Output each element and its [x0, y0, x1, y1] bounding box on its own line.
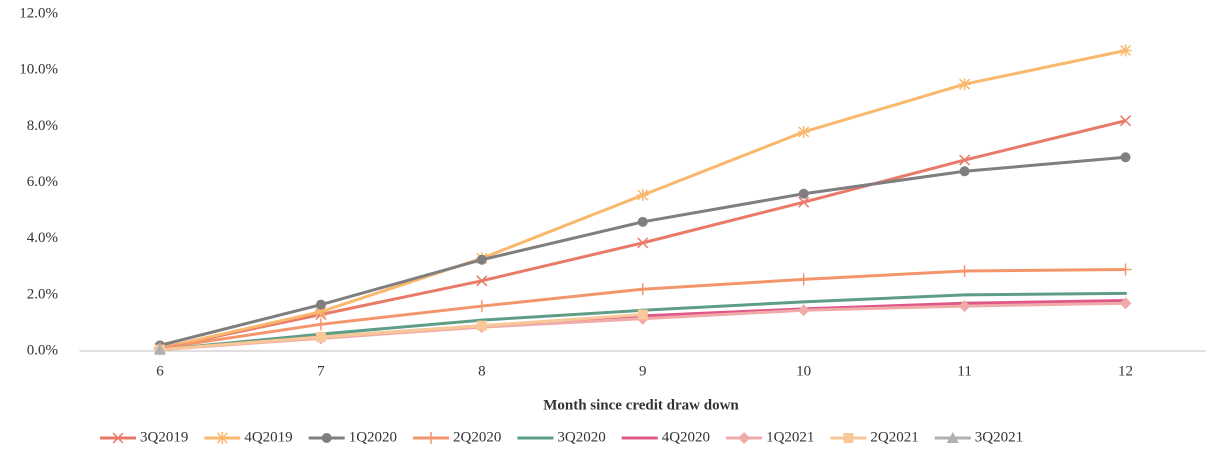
marker [637, 309, 648, 320]
x-tick-label: 8 [478, 363, 486, 379]
legend-label: 3Q2021 [975, 429, 1023, 445]
marker [321, 433, 332, 443]
x-tick-label: 6 [156, 363, 164, 379]
x-tick-label: 10 [796, 363, 811, 379]
legend-label: 2Q2021 [870, 429, 918, 445]
marker [314, 318, 327, 331]
point [963, 293, 967, 297]
marker [216, 432, 229, 444]
y-tick-label: 0.0% [27, 342, 58, 358]
legend-label: 1Q2021 [766, 429, 814, 445]
marker [1120, 152, 1131, 163]
marker [476, 275, 488, 287]
legend-label: 3Q2019 [140, 429, 188, 445]
marker [637, 237, 649, 249]
marker [475, 300, 488, 313]
y-tick-label: 10.0% [19, 62, 58, 78]
y-tick-label: 2.0% [27, 286, 58, 302]
marker [153, 343, 166, 355]
marker [798, 188, 809, 199]
marker [946, 432, 959, 443]
marker [425, 432, 438, 444]
marker [1119, 297, 1132, 310]
point [1124, 291, 1128, 295]
legend-label: 4Q2020 [662, 429, 710, 445]
marker [797, 304, 810, 317]
marker [958, 264, 971, 277]
legend-label: 1Q2020 [349, 429, 397, 445]
marker [1119, 44, 1132, 57]
marker [636, 189, 649, 202]
marker [637, 216, 648, 227]
x-tick-label: 7 [317, 363, 325, 379]
marker [958, 78, 971, 91]
x-axis-title: Month since credit draw down [543, 397, 739, 413]
point [802, 300, 806, 304]
marker [959, 154, 971, 166]
legend-label: 3Q2020 [557, 429, 605, 445]
legend: 3Q2019 4Q2019 1Q2020 2Q2020 3Q2020 4Q2020 1Q20… [100, 429, 1023, 445]
marker [476, 254, 487, 265]
x-tick-label: 9 [639, 363, 647, 379]
marker [797, 125, 810, 138]
y-tick-label: 6.0% [27, 174, 58, 190]
marker [476, 320, 487, 331]
marker [636, 283, 649, 296]
marker [843, 433, 854, 443]
legend-label: 2Q2020 [453, 429, 501, 445]
marker [1120, 115, 1132, 127]
marker [315, 331, 326, 342]
marker [112, 432, 124, 444]
marker [959, 166, 970, 177]
marker [797, 273, 810, 286]
legend-label: 4Q2019 [244, 429, 292, 445]
x-tick-label: 11 [957, 363, 971, 379]
marker [1119, 263, 1132, 276]
marker [315, 299, 326, 310]
y-tick-label: 8.0% [27, 118, 58, 134]
series-line [159, 312, 643, 352]
marker [798, 196, 810, 208]
y-tick-label: 4.0% [27, 230, 58, 246]
marker [738, 432, 751, 444]
marker [314, 305, 327, 318]
marker [958, 300, 971, 313]
y-tick-label: 12.0% [19, 5, 58, 21]
x-tick-label: 12 [1118, 363, 1133, 379]
